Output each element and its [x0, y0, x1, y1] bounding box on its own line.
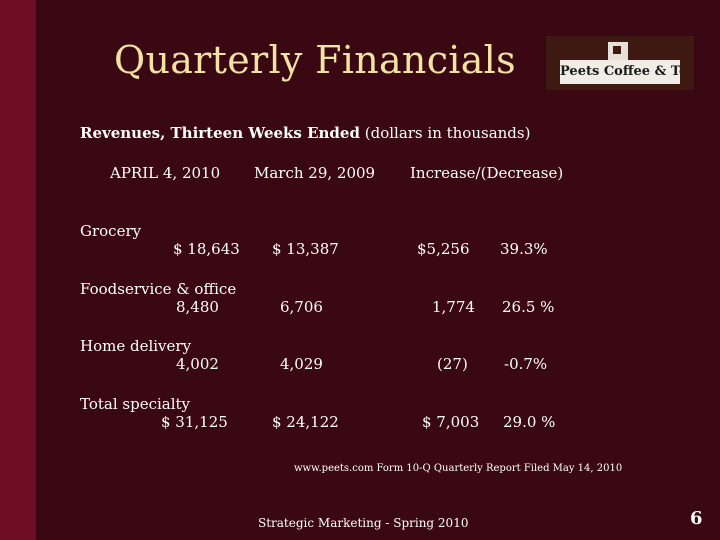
row-label: Total specialty	[80, 395, 191, 413]
page-number: 6	[690, 508, 703, 529]
course-footer: Strategic Marketing - Spring 2010	[258, 516, 469, 530]
cell-q2009: $ 24,122	[272, 413, 339, 431]
column-header-change: Increase/(Decrease)	[410, 164, 564, 182]
column-header-2009: March 29, 2009	[254, 164, 376, 182]
cell-q2009: 6,706	[280, 298, 323, 316]
cell-change: (27)	[437, 355, 468, 373]
left-accent-bar	[0, 0, 36, 540]
cell-q2009: $ 13,387	[272, 240, 339, 258]
cell-q2010: $ 18,643	[173, 240, 240, 258]
row-label: Grocery	[80, 222, 142, 240]
cell-pct: 39.3%	[500, 240, 548, 258]
cell-change: $5,256	[417, 240, 470, 258]
column-header-2010: APRIL 4, 2010	[110, 164, 221, 182]
cell-q2010: 8,480	[176, 298, 219, 316]
source-citation: www.peets.com Form 10-Q Quarterly Report…	[294, 463, 623, 474]
cell-q2009: 4,029	[280, 355, 323, 373]
cell-pct: -0.7%	[504, 355, 548, 373]
logo-text: Peets Coffee & Tea	[560, 60, 680, 84]
peets-logo: Peets Coffee & Tea	[546, 36, 694, 90]
logo-mark-icon	[608, 42, 628, 62]
subtitle-bold: Revenues, Thirteen Weeks Ended	[80, 124, 360, 142]
slide-title: Quarterly Financials	[114, 38, 516, 82]
cell-q2010: $ 31,125	[161, 413, 228, 431]
cell-pct: 29.0 %	[503, 413, 556, 431]
cell-q2010: 4,002	[176, 355, 219, 373]
cell-pct: 26.5 %	[502, 298, 555, 316]
cell-change: 1,774	[432, 298, 475, 316]
row-label: Home delivery	[80, 337, 192, 355]
subtitle-rest: (dollars in thousands)	[359, 124, 531, 142]
cell-change: $ 7,003	[422, 413, 480, 431]
table-subtitle: Revenues, Thirteen Weeks Ended (dollars …	[80, 124, 530, 142]
row-label: Foodservice & office	[80, 280, 237, 298]
